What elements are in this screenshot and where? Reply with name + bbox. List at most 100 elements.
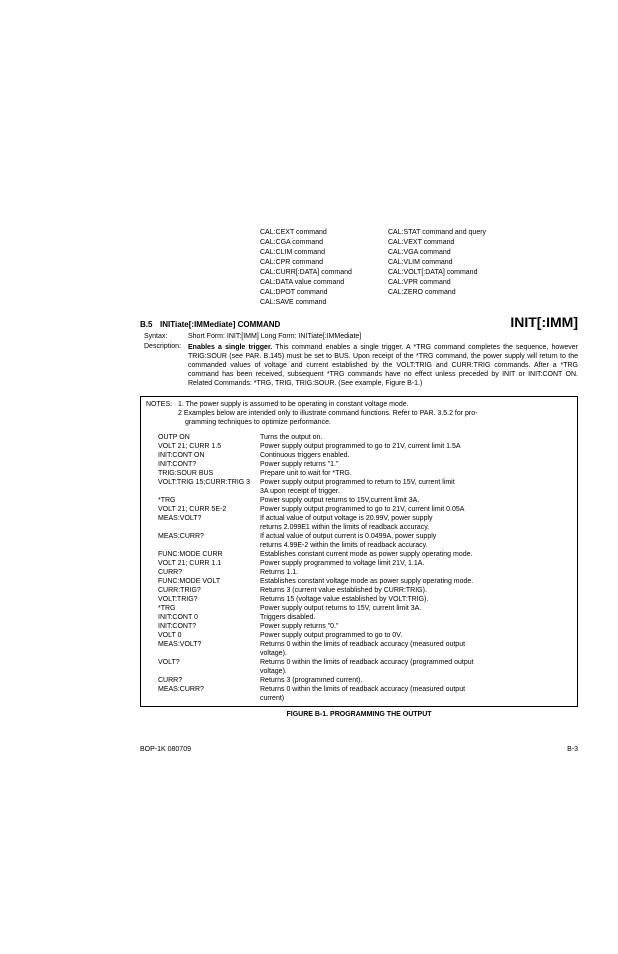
example-command: FUNC:MODE VOLT [158,577,260,586]
example-command: FUNC:MODE CURR [158,550,260,559]
note-2a: 2 Examples below are intended only to il… [178,409,572,418]
example-row: INIT:CONT?Power supply returns "0." [158,622,572,631]
footer-right: B-3 [567,746,578,753]
cmd-item: CAL:CLIM command [260,248,388,258]
syntax-label: Syntax: [140,333,188,340]
example-command: TRIG:SOUR BUS [158,469,260,478]
example-row: MEAS:CURR?Returns 0 within the limits of… [158,685,572,694]
cmd-item: CAL:VGA command [388,248,578,258]
example-row: VOLT?Returns 0 within the limits of read… [158,658,572,667]
example-row: CURR?Returns 3 (programmed current). [158,676,572,685]
example-command: CURR:TRIG? [158,586,260,595]
example-row: VOLT:TRIG 15;CURR:TRIG 3Power supply out… [158,478,572,487]
example-command: OUTP ON [158,433,260,442]
example-desc-cont: 3A upon receipt of trigger. [260,487,572,496]
notes-box: NOTES: 1. The power supply is assumed to… [140,396,578,707]
page-content: CAL:CEXT command CAL:CGA command CAL:CLI… [140,228,578,718]
example-command: INIT:CONT? [158,460,260,469]
example-command: MEAS:CURR? [158,685,260,694]
example-command: VOLT? [158,658,260,667]
notes-label: NOTES: [146,400,178,409]
syntax-row: Syntax: Short Form: INIT:[IMM] Long Form… [140,333,578,340]
example-desc-cont: current) [260,694,572,703]
syntax-body: Short Form: INIT:[IMM] Long Form: INITia… [188,333,361,340]
example-desc: Establishes constant voltage mode as pow… [260,577,572,586]
example-row: TRIG:SOUR BUSPrepare unit to wait for *T… [158,469,572,478]
example-desc: Triggers disabled. [260,613,572,622]
example-desc: Returns 3 (programmed current). [260,676,572,685]
example-row: VOLT 0Power supply output programmed to … [158,631,572,640]
cmd-item: CAL:VEXT command [388,238,578,248]
example-desc: Returns 1.1. [260,568,572,577]
section-title: INITiate[:IMMediate] COMMAND [160,320,510,329]
example-row: VOLT 21; CURR 1.5Power supply output pro… [158,442,572,451]
cmd-item: CAL:ZERO command [388,288,578,298]
description-label: Description: [140,343,188,388]
example-row: 3A upon receipt of trigger. [158,487,572,496]
example-desc: Returns 15 (voltage value established by… [260,595,572,604]
example-row: FUNC:MODE VOLTEstablishes constant volta… [158,577,572,586]
example-desc: If actual value of output current is 0.0… [260,532,572,541]
example-desc: Power supply output returns to 15V, curr… [260,604,572,613]
example-command: CURR? [158,568,260,577]
example-row: VOLT 21; CURR 5E-2Power supply output pr… [158,505,572,514]
example-desc: Returns 0 within the limits of readback … [260,658,572,667]
note-2b: gramming techniques to optimize performa… [185,418,572,427]
example-desc: Power supply programmed to voltage limit… [260,559,572,568]
example-row: CURR?Returns 1.1. [158,568,572,577]
example-desc: Turns the output on. [260,433,572,442]
example-desc-cont: returns 4.99E-2 within the limits of rea… [260,541,572,550]
cmd-item: CAL:CEXT command [260,228,388,238]
section-header: B.5 INITiate[:IMMediate] COMMAND INIT[:I… [140,314,578,330]
description-body: Enables a single trigger. This command e… [188,343,578,388]
example-desc-cont: voltage). [260,649,572,658]
section-command-tag: INIT[:IMM] [510,314,578,330]
description-row: Description: Enables a single trigger. T… [140,343,578,388]
cmd-item: CAL:DPOT command [260,288,388,298]
notes-header: NOTES: 1. The power supply is assumed to… [146,400,572,409]
example-row: MEAS:CURR?If actual value of output curr… [158,532,572,541]
example-command: VOLT 21; CURR 1.5 [158,442,260,451]
example-command: INIT:CONT ON [158,451,260,460]
section-number: B.5 [140,320,160,329]
example-command: VOLT 21; CURR 1.1 [158,559,260,568]
example-desc: Power supply output programmed to return… [260,478,572,487]
example-row: FUNC:MODE CURREstablishes constant curre… [158,550,572,559]
cmd-item: CAL:CPR command [260,258,388,268]
example-command: MEAS:CURR? [158,532,260,541]
example-desc-cont: returns 2.099E1 within the limits of rea… [260,523,572,532]
cmd-item: CAL:SAVE command [260,298,388,308]
example-row: *TRGPower supply output returns to 15V,c… [158,496,572,505]
example-command: *TRG [158,496,260,505]
example-row: voltage). [158,667,572,676]
example-row: returns 4.99E-2 within the limits of rea… [158,541,572,550]
example-desc: Establishes constant current mode as pow… [260,550,572,559]
example-row: OUTP ONTurns the output on. [158,433,572,442]
example-row: INIT:CONT 0Triggers disabled. [158,613,572,622]
command-column-right: CAL:STAT command and query CAL:VEXT comm… [388,228,578,308]
cmd-item: CAL:VPR command [388,278,578,288]
example-row: INIT:CONT ONContinuous triggers enabled. [158,451,572,460]
example-desc: Returns 0 within the limits of readback … [260,640,572,649]
example-desc: Power supply output programmed to go to … [260,631,572,640]
example-desc: Power supply output programmed to go to … [260,505,572,514]
example-desc: Power supply output programmed to go to … [260,442,572,451]
cmd-item: CAL:VLIM command [388,258,578,268]
example-desc-cont: voltage). [260,667,572,676]
example-command: INIT:CONT 0 [158,613,260,622]
example-row: MEAS:VOLT?If actual value of output volt… [158,514,572,523]
cmd-item: CAL:VOLT[:DATA] command [388,268,578,278]
example-command: INIT:CONT? [158,622,260,631]
example-desc: If actual value of output voltage is 20.… [260,514,572,523]
example-row: *TRGPower supply output returns to 15V, … [158,604,572,613]
example-row: current) [158,694,572,703]
cmd-item: CAL:CURR[:DATA] command [260,268,388,278]
examples-block: OUTP ONTurns the output on.VOLT 21; CURR… [158,433,572,703]
example-row: VOLT 21; CURR 1.1Power supply programmed… [158,559,572,568]
example-desc: Power supply returns "0." [260,622,572,631]
command-columns: CAL:CEXT command CAL:CGA command CAL:CLI… [140,228,578,308]
page-footer: BOP-1K 080709 B-3 [140,746,578,753]
example-row: VOLT:TRIG?Returns 15 (voltage value esta… [158,595,572,604]
cmd-item: CAL:STAT command and query [388,228,578,238]
example-command: *TRG [158,604,260,613]
